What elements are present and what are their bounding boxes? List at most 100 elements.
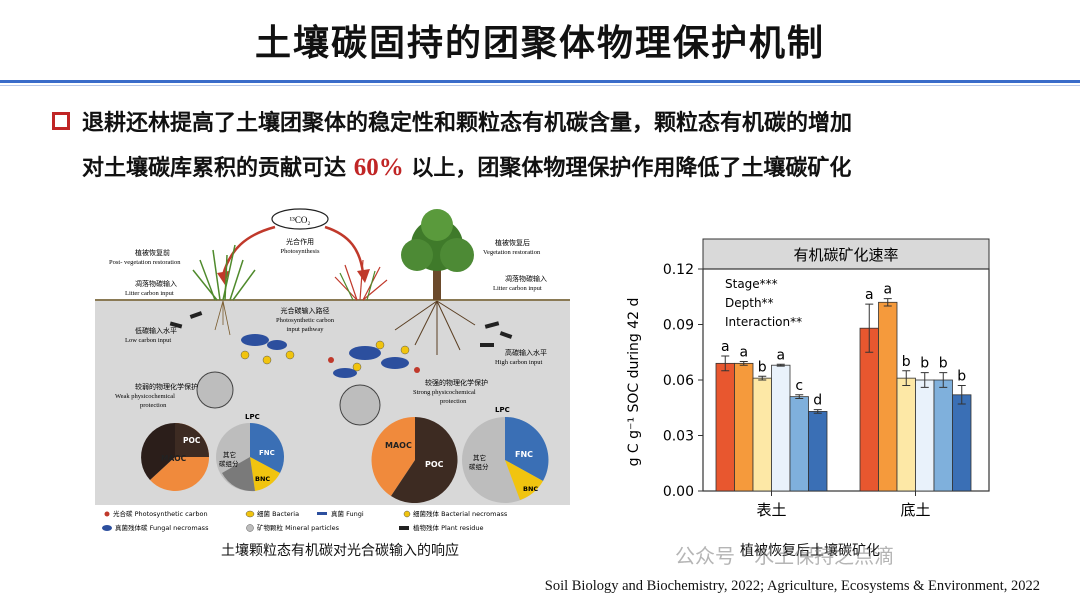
pie-left-lpc-fnc: LPC FNC BNC 其它 碳组分: [216, 413, 284, 492]
bar: [896, 377, 916, 492]
stat-interaction: Interaction**: [725, 315, 802, 329]
watermark: 公众号 · 水土保持之点滴: [675, 544, 895, 568]
significance-letter: b: [939, 356, 948, 372]
bar: [715, 362, 735, 492]
bar: [952, 394, 972, 492]
aggregate-center: [339, 384, 381, 426]
pie-right-maoc-poc: MAOC POC: [371, 416, 458, 503]
low-carbon-en: Low carbon input: [125, 337, 171, 344]
pie-right-lpc: LPC: [495, 406, 510, 414]
pie-left-lpc: LPC: [245, 413, 260, 421]
strong-protection-en-2: protection: [440, 398, 467, 405]
litter-right-en: Litter carbon input: [493, 285, 542, 292]
pie-right-other-2: 碳组分: [469, 462, 489, 471]
significance-letter: d: [813, 393, 822, 409]
significance-letter: b: [920, 356, 929, 372]
significance-letter: b: [957, 369, 966, 385]
stat-stage: Stage***: [725, 277, 778, 291]
pathway-en-2: input pathway: [286, 326, 324, 333]
significance-letter: a: [721, 339, 730, 355]
error-bar: [865, 303, 874, 353]
bullet-line-1: 退耕还林提高了土壤团聚体的稳定性和颗粒态有机碳含量，颗粒态有机碳的增加: [82, 111, 853, 136]
litter-left-en: Litter carbon input: [125, 290, 174, 297]
title-divider-thin: [0, 85, 1080, 86]
conceptual-diagram: ¹³CO₂ 光合作用 Photosynthesis 植被恢复前 Post- ve…: [95, 205, 570, 532]
error-bar: [758, 375, 767, 381]
aggregate-left: [196, 371, 234, 409]
pie-left-maoc: MAOC: [161, 454, 187, 463]
strong-protection-en-1: Strong physicochemical: [413, 389, 476, 396]
bar: [734, 362, 754, 492]
bullet-line-2-post: 以上，团聚体物理保护作用降低了土壤碳矿化: [403, 156, 852, 181]
bar: [771, 364, 791, 492]
grass-plant: [192, 244, 256, 301]
significance-letter: a: [883, 282, 892, 298]
post-label-en: Vegetation restoration: [483, 249, 541, 256]
weak-protection-zh: 较弱的物理化学保护: [135, 382, 198, 391]
tree-roots: [394, 300, 476, 355]
error-bar: [883, 298, 892, 307]
y-tick-label: 0.09: [663, 318, 694, 334]
particle-cluster-center: [328, 340, 420, 378]
bar: [789, 396, 809, 492]
legend-plant-residue: 植物残体 Plant residue: [413, 523, 483, 532]
arrow-left: [221, 225, 276, 276]
legend-bacteria: 细菌 Bacteria: [257, 509, 299, 518]
y-tick-label: 0.00: [663, 484, 694, 500]
bullet-line-2-pre: 对土壤碳库累积的贡献可达: [82, 156, 347, 181]
grass-roots: [214, 300, 231, 336]
high-carbon-en: High carbon input: [495, 359, 542, 366]
significance-letter: a: [776, 347, 785, 363]
high-carbon-zh: 高碳输入水平: [505, 348, 547, 357]
y-tick-label: 0.12: [663, 262, 694, 278]
bar: [752, 377, 772, 492]
weak-protection-en-2: protection: [140, 402, 167, 409]
diagram-legend: 光合碳 Photosynthetic carbon 细菌 Bacteria 真菌…: [102, 509, 508, 532]
category-label: 底土: [900, 501, 930, 519]
references: Soil Biology and Biochemistry, 2022; Agr…: [544, 578, 1040, 594]
pathway-en-1: Photosynthetic carbon: [276, 317, 335, 324]
pie-right-lpc-fnc: LPC FNC BNC 其它 碳组分: [462, 406, 549, 503]
title-divider: [0, 80, 1080, 83]
error-bar: [902, 370, 911, 387]
bullet-highlight: 60%: [353, 154, 404, 181]
error-bar: [721, 355, 730, 372]
stat-depth: Depth**: [725, 296, 774, 310]
legend-fungal-necromass: 真菌残体碳 Fungal necromass: [115, 523, 209, 532]
pie-right-other-1: 其它: [473, 453, 486, 462]
pie-left-maoc-poc: MAOC POC: [141, 423, 210, 491]
significance-letter: b: [902, 354, 911, 370]
error-bar: [776, 363, 785, 367]
bullet-square-icon: [52, 112, 70, 130]
pie-left-other-2: 碳组分: [219, 459, 239, 468]
weak-protection-en-1: Weak physicochemical: [115, 393, 175, 400]
error-bar: [813, 409, 822, 414]
y-axis-label: g C g⁻¹ SOC during 42 d: [626, 298, 642, 467]
significance-letter: b: [758, 359, 767, 375]
error-bar: [957, 385, 966, 405]
bullet-paragraph: 退耕还林提高了土壤团聚体的稳定性和颗粒态有机碳含量，颗粒态有机碳的增加 对土壤碳…: [82, 102, 1062, 191]
tree: [401, 209, 474, 300]
photosynthesis-en: Photosynthesis: [280, 248, 319, 255]
pie-left-bnc: BNC: [255, 475, 270, 483]
pie-right-poc: POC: [425, 460, 444, 469]
post-label-zh: 植被恢复后: [495, 238, 530, 247]
significance-letter: a: [865, 287, 874, 303]
litter-right-zh: 凋落物碳输入: [505, 274, 547, 283]
low-carbon-zh: 低碳输入水平: [135, 326, 177, 335]
category-label: 表土: [756, 501, 786, 519]
bullet-line-2: 对土壤碳库累积的贡献可达 60% 以上，团聚体物理保护作用降低了土壤碳矿化: [82, 146, 1062, 191]
co2-label: ¹³CO₂: [289, 215, 310, 225]
bar: [915, 379, 935, 492]
y-tick-label: 0.03: [663, 429, 694, 445]
pie-left-other-1: 其它: [223, 450, 236, 459]
error-bar: [939, 372, 948, 388]
strong-protection-zh: 较强的物理化学保护: [425, 378, 488, 387]
legend-photosynthetic-carbon: 光合碳 Photosynthetic carbon: [113, 509, 208, 518]
photosynthesis-zh: 光合作用: [286, 237, 314, 246]
slide-title: 土壤碳固持的团聚体物理保护机制: [254, 23, 825, 64]
significance-letter: c: [795, 378, 803, 394]
pie-right-fnc: FNC: [515, 450, 533, 459]
right-figure-caption: 植被恢复后土壤碳矿化: [740, 543, 880, 559]
